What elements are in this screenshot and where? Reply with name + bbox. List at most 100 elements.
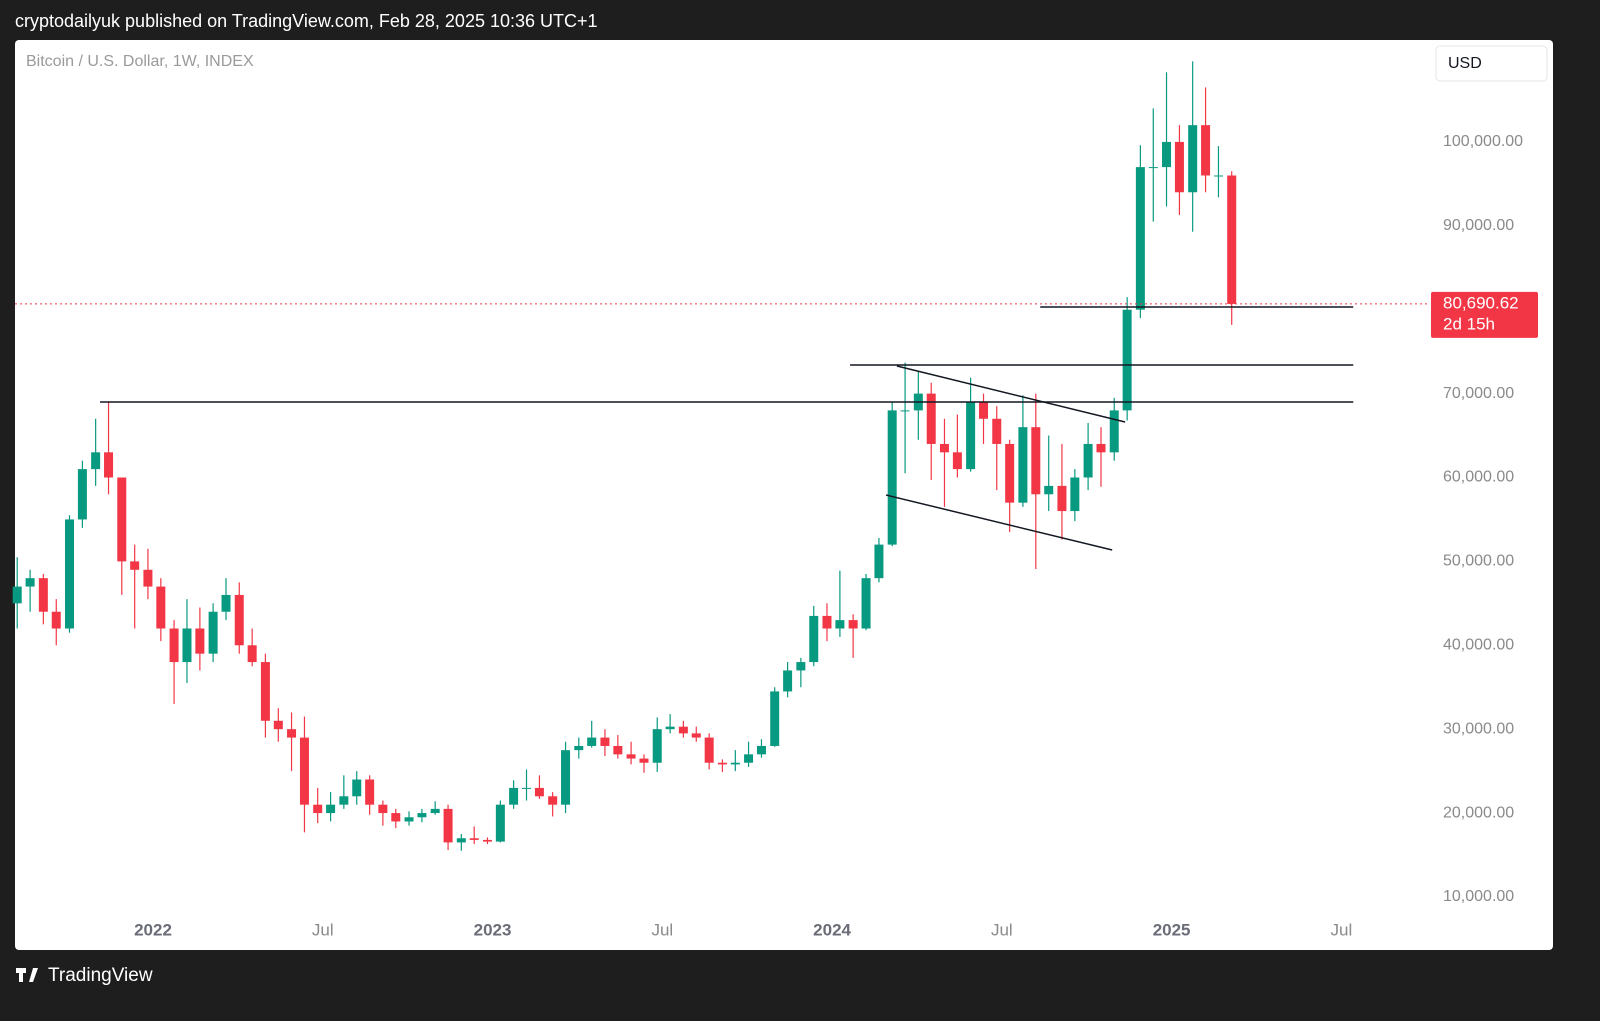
candle-body <box>260 662 270 721</box>
candle-body <box>574 745 584 751</box>
candle-body <box>600 737 610 746</box>
candle-body <box>247 645 257 663</box>
candle-body <box>339 796 349 805</box>
candle-body <box>169 628 179 663</box>
candle-body <box>352 779 362 797</box>
candle-body <box>1188 125 1198 193</box>
x-tick-label: Jul <box>1331 920 1353 939</box>
candle-body <box>182 628 192 663</box>
candle-body <box>522 787 532 789</box>
drawing-line <box>885 494 1113 551</box>
candle-body <box>130 561 140 570</box>
candle-body <box>756 745 766 755</box>
symbol-title: Bitcoin / U.S. Dollar, 1W, INDEX <box>26 53 254 70</box>
candle-body <box>678 726 688 734</box>
candle-body <box>91 452 101 470</box>
candle-body <box>25 578 35 587</box>
currency-button[interactable] <box>1435 45 1548 82</box>
candle-body <box>534 787 544 797</box>
candle-body <box>38 578 48 612</box>
candle-body <box>1174 141 1184 193</box>
x-tick-label: Jul <box>651 920 673 939</box>
publish-header: cryptodailyuk published on TradingView.c… <box>15 11 598 31</box>
candle-body <box>208 611 218 654</box>
candle-body <box>1162 141 1172 168</box>
candle-body <box>1096 443 1106 453</box>
candle-body <box>404 817 414 822</box>
x-tick-label: 2025 <box>1153 920 1191 939</box>
candle-body <box>900 410 910 412</box>
candle-body <box>926 393 936 444</box>
chart-panel <box>15 40 1553 950</box>
candle-body <box>456 838 466 843</box>
candle-body <box>143 569 153 587</box>
candle-body <box>874 544 884 579</box>
candle-body <box>378 804 388 814</box>
candle-body <box>104 452 114 478</box>
candle-body <box>443 808 453 843</box>
x-tick-label: 2023 <box>474 920 512 939</box>
candle-body <box>156 586 166 629</box>
candle-body <box>51 611 61 629</box>
candle-body <box>691 733 701 738</box>
candle-body <box>417 813 427 818</box>
candle-body <box>1201 125 1211 176</box>
candle-body <box>613 745 623 755</box>
y-tick-label: 70,000.00 <box>1443 385 1514 402</box>
candle-body <box>992 418 1002 444</box>
y-tick-label: 50,000.00 <box>1443 553 1514 570</box>
drawing-line <box>896 365 1126 423</box>
candle-body <box>326 804 336 814</box>
x-tick-label: Jul <box>312 920 334 939</box>
y-tick-label: 60,000.00 <box>1443 469 1514 486</box>
candle-body <box>939 443 949 453</box>
x-tick-label: 2022 <box>134 920 172 939</box>
candle-body <box>12 586 22 604</box>
candle-body <box>1148 167 1158 169</box>
candle-body <box>783 670 793 692</box>
candle-body <box>796 662 806 671</box>
candle-body <box>195 628 205 654</box>
candle-body <box>1213 175 1223 177</box>
candle-body <box>979 401 989 419</box>
candle-body <box>665 726 675 730</box>
logo-mark <box>16 968 38 982</box>
candle-body <box>861 578 871 629</box>
candle-body <box>273 720 283 730</box>
candle-body <box>770 691 780 746</box>
candle-body <box>822 615 832 629</box>
footer-brand: TradingView <box>48 965 153 986</box>
currency-label: USD <box>1448 55 1482 72</box>
y-tick-label: 40,000.00 <box>1443 637 1514 654</box>
y-tick-label: 10,000.00 <box>1443 888 1514 905</box>
candle-body <box>952 452 962 470</box>
y-tick-label: 30,000.00 <box>1443 720 1514 737</box>
candle-body <box>744 754 754 763</box>
last-price-label: 80,690.62 <box>1443 293 1519 312</box>
countdown-label: 2d 15h <box>1443 314 1495 333</box>
x-tick-label: Jul <box>991 920 1013 939</box>
candle-body <box>1070 477 1080 512</box>
candle-body <box>313 804 323 814</box>
candle-body <box>287 729 297 738</box>
candle-body <box>221 594 231 612</box>
candle-body <box>430 808 440 814</box>
candle-body <box>1083 443 1093 478</box>
candle-body <box>482 839 492 842</box>
candle-body <box>1005 443 1015 503</box>
y-tick-label: 100,000.00 <box>1443 133 1523 150</box>
y-tick-label: 90,000.00 <box>1443 217 1514 234</box>
candle-body <box>1122 309 1132 411</box>
candle-body <box>1031 427 1041 495</box>
candle-body <box>1109 410 1119 453</box>
candle-body <box>835 620 845 629</box>
candle-body <box>730 762 740 765</box>
plot: 10,000.00 20,000.00 30,000.00 40,000.00 50,0… <box>12 61 1538 939</box>
candle-body <box>391 813 401 822</box>
candle-body <box>639 758 649 763</box>
candle-body <box>365 779 375 805</box>
last-price-box <box>1431 291 1538 338</box>
candle-body <box>717 762 727 765</box>
candle-body <box>1018 427 1028 503</box>
